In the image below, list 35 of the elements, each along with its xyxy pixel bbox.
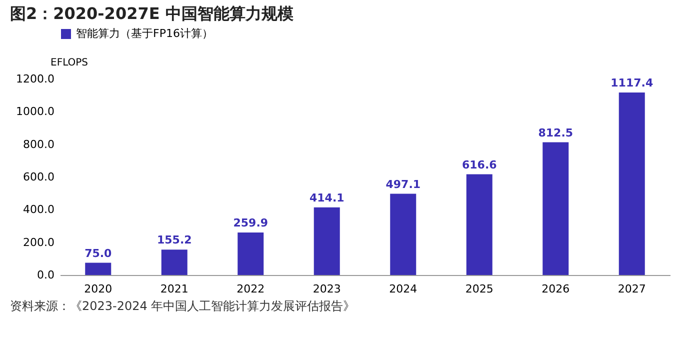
x-tick-label: 2027 xyxy=(618,282,646,296)
data-label: 812.5 xyxy=(538,126,574,140)
bar xyxy=(390,194,416,275)
bar xyxy=(618,92,645,275)
chart-title: 图2：2020-2027E 中国智能算力规模 xyxy=(10,4,294,23)
y-tick-label: 600.0 xyxy=(23,170,54,184)
data-label: 155.2 xyxy=(156,234,192,247)
data-label: 414.1 xyxy=(309,191,344,204)
y-tick-label: 1000.0 xyxy=(16,105,54,118)
text: 资料来源：《2023-2024 年中国人工智能计算力发展评估报告》 xyxy=(10,299,356,313)
y-tick-label: 400.0 xyxy=(23,203,54,216)
bar xyxy=(542,142,569,275)
x-tick-label: 2025 xyxy=(465,282,494,296)
y-tick-label: 1200.0 xyxy=(16,72,54,86)
x-tick-label: 2021 xyxy=(160,282,188,296)
data-label: 259.9 xyxy=(233,216,268,230)
x-tick-label: 2020 xyxy=(84,282,112,296)
bar xyxy=(161,250,188,275)
x-tick-label: 2023 xyxy=(312,282,341,296)
y-tick-label: 200.0 xyxy=(23,236,54,249)
x-tick-label: 2022 xyxy=(236,282,265,296)
y-tick-label: 0.0 xyxy=(37,268,54,282)
legend-label: 智能算力（基于FP16计算） xyxy=(76,27,213,40)
data-label: 75.0 xyxy=(84,246,112,260)
data-label: 616.6 xyxy=(462,158,498,172)
y-tick-label: 800.0 xyxy=(23,138,54,151)
x-tick-label: 2024 xyxy=(389,282,418,296)
bar xyxy=(466,174,492,275)
bar xyxy=(314,207,340,275)
data-label: 497.1 xyxy=(386,178,421,191)
x-tick-label: 2026 xyxy=(542,282,570,296)
bar xyxy=(238,232,264,275)
y-axis-title: EFLOPS xyxy=(50,58,88,68)
data-label: 1117.4 xyxy=(610,76,654,90)
bar xyxy=(85,262,112,275)
